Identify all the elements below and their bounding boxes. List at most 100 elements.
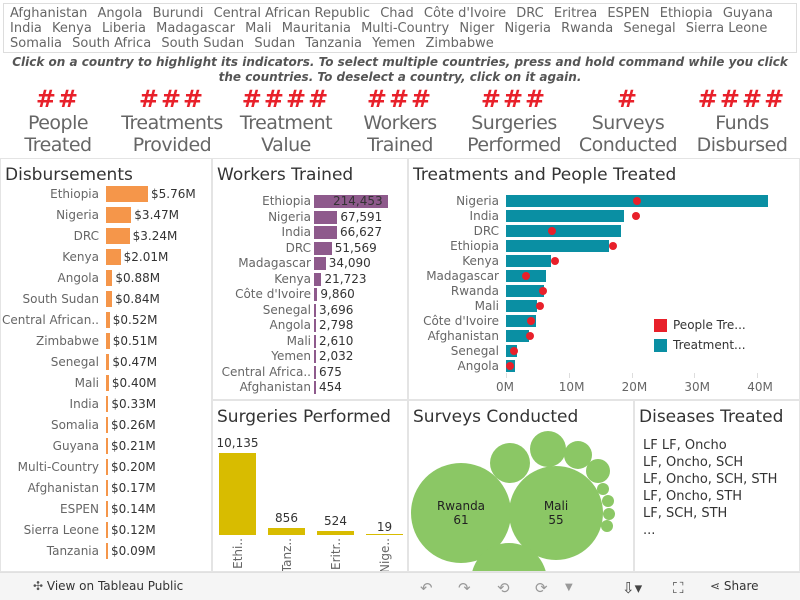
workers-bar[interactable]: [314, 381, 316, 394]
treatments-country-label[interactable]: Mali: [474, 299, 499, 313]
country-filter-item[interactable]: Rwanda: [561, 21, 614, 36]
survey-bubble[interactable]: [530, 431, 566, 467]
country-filter-item[interactable]: Angola: [97, 6, 143, 21]
treatments-country-label[interactable]: DRC: [473, 224, 499, 238]
treatments-bar[interactable]: [506, 300, 537, 312]
disease-item[interactable]: LF LF, Oncho: [643, 438, 727, 453]
surgery-country-label[interactable]: Tanz..: [280, 538, 294, 572]
treatments-country-label[interactable]: India: [469, 209, 499, 223]
people-treated-dot[interactable]: [526, 332, 535, 340]
workers-bar[interactable]: [314, 365, 316, 379]
people-treated-dot[interactable]: [535, 302, 544, 310]
workers-country-label[interactable]: Afghanistan: [239, 380, 311, 394]
disbursement-country-label[interactable]: Central African..: [2, 313, 99, 327]
redo-icon[interactable]: ↷: [458, 579, 471, 597]
treatments-country-label[interactable]: Nigeria: [456, 194, 499, 208]
disease-item[interactable]: LF, Oncho, STH: [643, 489, 743, 504]
disbursement-bar[interactable]: [106, 207, 132, 223]
disbursement-country-label[interactable]: Mali: [74, 376, 99, 390]
workers-country-label[interactable]: Ethiopia: [262, 194, 311, 208]
workers-bar[interactable]: [314, 272, 322, 286]
people-treated-dot[interactable]: [522, 272, 531, 280]
country-filter-item[interactable]: India: [10, 21, 42, 36]
country-filter-item[interactable]: Madagascar: [156, 21, 235, 36]
disbursement-bar[interactable]: [106, 417, 108, 433]
workers-bar[interactable]: [314, 350, 316, 363]
country-filter-item[interactable]: Yemen: [372, 36, 416, 51]
disease-item[interactable]: LF, Oncho, SCH, STH: [643, 472, 778, 487]
survey-bubble[interactable]: Mali 55: [509, 466, 603, 560]
country-filter-item[interactable]: Niger: [459, 21, 495, 36]
country-filter-item[interactable]: Zimbabwe: [425, 36, 494, 51]
disbursement-country-label[interactable]: ESPEN: [60, 502, 99, 516]
workers-country-label[interactable]: Côte d'Ivoire: [235, 287, 311, 301]
people-treated-dot[interactable]: [550, 257, 559, 265]
disbursement-bar[interactable]: [106, 480, 108, 496]
treatments-country-label[interactable]: Afghanistan: [427, 329, 499, 343]
workers-country-label[interactable]: Senegal: [262, 302, 311, 317]
survey-bubble[interactable]: [603, 508, 615, 520]
treatments-bar[interactable]: [506, 240, 609, 252]
treatments-country-label[interactable]: Rwanda: [450, 284, 499, 298]
country-filter-item[interactable]: Ethiopia: [659, 6, 713, 21]
disbursement-bar[interactable]: [106, 543, 108, 559]
disease-item[interactable]: ...: [643, 523, 656, 538]
survey-bubble[interactable]: [601, 520, 613, 532]
disbursement-country-label[interactable]: Afghanistan: [27, 481, 99, 495]
disbursement-bar[interactable]: [106, 522, 108, 538]
share-button[interactable]: ⋖ Share: [710, 579, 759, 593]
surgery-bar[interactable]: [268, 528, 305, 535]
disbursement-country-label[interactable]: Ethiopia: [50, 187, 99, 201]
country-filter-item[interactable]: DRC: [516, 6, 544, 21]
people-treated-dot[interactable]: [632, 197, 641, 205]
treatments-bar[interactable]: [506, 210, 625, 222]
people-treated-dot[interactable]: [539, 287, 548, 295]
workers-country-label[interactable]: Angola: [269, 318, 311, 332]
treatments-country-label[interactable]: Kenya: [462, 254, 499, 268]
disbursement-country-label[interactable]: Tanzania: [46, 544, 99, 558]
country-filter-item[interactable]: South Sudan: [161, 36, 245, 51]
survey-bubble[interactable]: [602, 495, 614, 507]
country-filter-item[interactable]: Nigeria: [504, 21, 551, 36]
survey-bubble[interactable]: [490, 443, 530, 483]
workers-country-label[interactable]: Central Africa..: [221, 364, 311, 379]
country-filter-item[interactable]: Mali: [245, 21, 272, 36]
disbursement-bar[interactable]: [106, 291, 113, 307]
disbursement-country-label[interactable]: Nigeria: [56, 208, 99, 222]
people-treated-dot[interactable]: [505, 362, 514, 370]
refresh-icon[interactable]: ⟳: [535, 579, 548, 597]
disbursement-bar[interactable]: [106, 501, 108, 517]
disbursement-country-label[interactable]: Somalia: [50, 418, 99, 432]
disbursement-country-label[interactable]: India: [69, 397, 99, 411]
treatments-bar[interactable]: [506, 255, 552, 267]
country-filter-item[interactable]: Central African Republic: [213, 6, 371, 21]
workers-bar[interactable]: [314, 288, 318, 301]
dropdown-icon[interactable]: ▼: [565, 582, 573, 593]
country-filter-item[interactable]: Burundi: [152, 6, 204, 21]
country-filter-item[interactable]: Kenya: [52, 21, 92, 36]
surgery-bar[interactable]: [317, 530, 354, 535]
disbursement-country-label[interactable]: Angola: [57, 271, 99, 285]
fullscreen-icon[interactable]: ⛶: [673, 579, 684, 597]
people-treated-dot[interactable]: [608, 242, 617, 250]
country-filter-item[interactable]: Somalia: [10, 36, 63, 51]
workers-bar[interactable]: [314, 334, 316, 348]
survey-bubble[interactable]: [597, 483, 609, 495]
country-filter-item[interactable]: Chad: [380, 6, 414, 21]
treatments-country-label[interactable]: Ethiopia: [450, 239, 499, 253]
surgery-bar[interactable]: [219, 453, 256, 535]
country-filter-item[interactable]: Guyana: [722, 6, 774, 21]
people-treated-dot[interactable]: [547, 227, 556, 235]
disbursement-country-label[interactable]: Sierra Leone: [23, 523, 99, 537]
treatments-bar[interactable]: [506, 285, 545, 297]
disbursement-country-label[interactable]: South Sudan: [22, 292, 100, 306]
disbursement-bar[interactable]: [106, 459, 108, 475]
country-filter-item[interactable]: Sudan: [254, 36, 296, 51]
country-filter-item[interactable]: Eritrea: [553, 6, 598, 21]
disbursement-bar[interactable]: [106, 375, 109, 391]
workers-country-label[interactable]: DRC: [285, 240, 311, 255]
workers-bar[interactable]: [314, 303, 316, 317]
country-filter-item[interactable]: ESPEN: [607, 6, 650, 21]
disbursement-bar[interactable]: [106, 438, 108, 454]
country-filter-item[interactable]: Senegal: [623, 21, 676, 36]
